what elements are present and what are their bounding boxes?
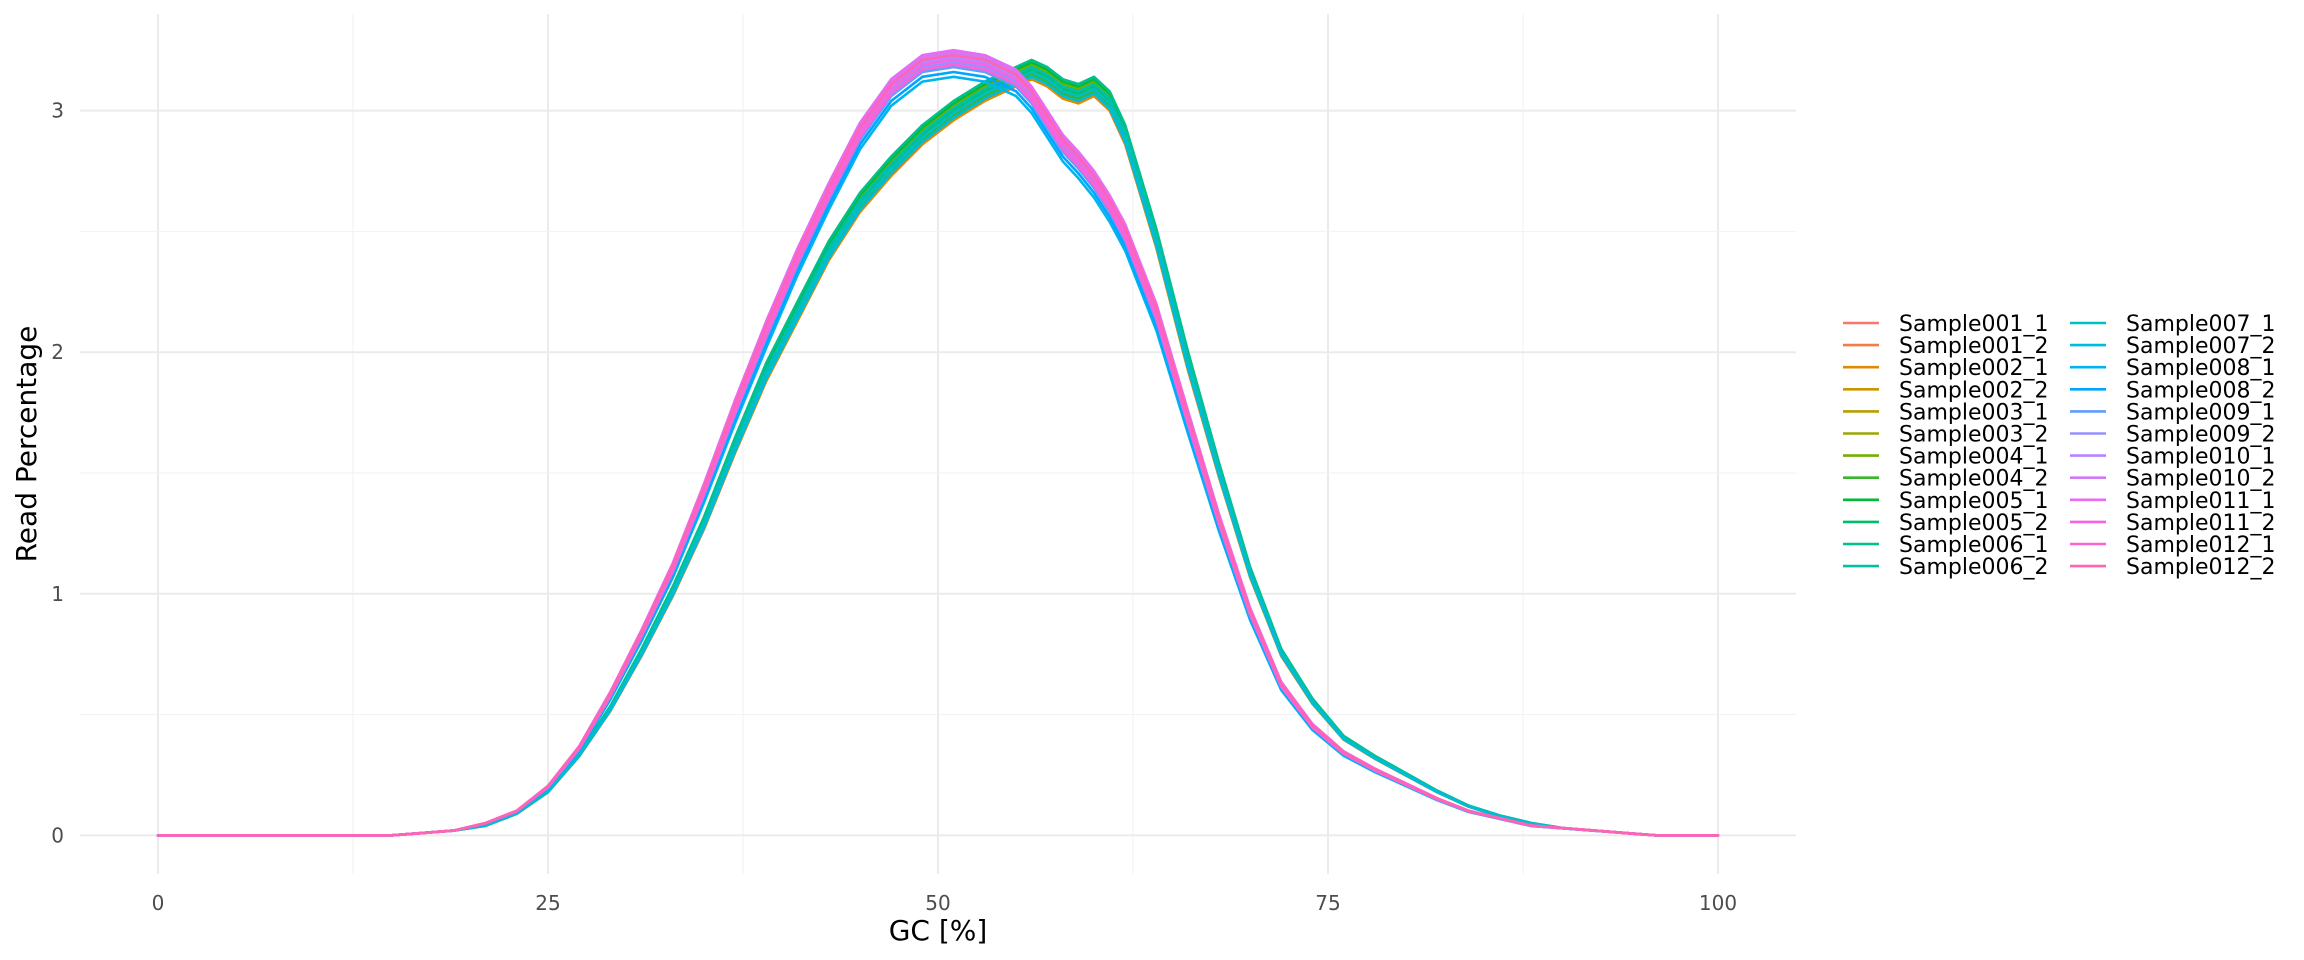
- legend-label: Sample007_2: [2126, 334, 2275, 359]
- legend-label: Sample010_1: [2126, 445, 2275, 470]
- series-lines: [156, 48, 1720, 837]
- series-line-sample007-2: [156, 75, 1720, 837]
- legend-label: Sample008_2: [2126, 378, 2275, 403]
- legend-label: Sample006_2: [1899, 555, 2048, 580]
- legend-label: Sample005_2: [1899, 511, 2048, 536]
- legend-label: Sample004_1: [1899, 445, 2048, 470]
- legend-label: Sample008_1: [2126, 356, 2275, 381]
- y-tick-label: 2: [51, 340, 64, 364]
- legend-label: Sample001_2: [1899, 334, 2048, 359]
- legend-label: Sample012_1: [2126, 533, 2275, 558]
- legend-label: Sample002_1: [1899, 356, 2048, 381]
- legend-label: Sample012_2: [2126, 555, 2275, 580]
- legend-label: Sample007_1: [2126, 312, 2275, 337]
- x-tick-label: 100: [1699, 891, 1737, 915]
- x-tick-label: 25: [535, 891, 560, 915]
- y-tick-label: 0: [51, 823, 64, 847]
- x-tick-label: 0: [152, 891, 165, 915]
- legend-label: Sample009_2: [2126, 423, 2275, 448]
- x-tick-label: 50: [925, 891, 950, 915]
- legend-label: Sample005_1: [1899, 489, 2048, 514]
- legend: Sample001_1Sample001_2Sample002_1Sample0…: [1843, 312, 2275, 580]
- x-tick-label: 75: [1315, 891, 1340, 915]
- y-axis-title: Read Percentage: [10, 326, 43, 563]
- legend-label: Sample001_1: [1899, 312, 2048, 337]
- series-line-sample012-2: [156, 53, 1720, 837]
- legend-label: Sample011_2: [2126, 511, 2275, 536]
- legend-label: Sample004_2: [1899, 467, 2048, 492]
- legend-label: Sample009_1: [2126, 400, 2275, 425]
- legend-label: Sample003_2: [1899, 423, 2048, 448]
- x-axis-title: GC [%]: [889, 914, 988, 947]
- y-tick-label: 1: [51, 582, 64, 606]
- legend-label: Sample006_1: [1899, 533, 2048, 558]
- legend-label: Sample011_1: [2126, 489, 2275, 514]
- legend-label: Sample002_2: [1899, 378, 2048, 403]
- legend-label: Sample003_1: [1899, 400, 2048, 425]
- legend-label: Sample010_2: [2126, 467, 2275, 492]
- gridlines: [80, 14, 1796, 874]
- y-tick-label: 3: [51, 99, 64, 123]
- axis-tick-labels: 0 25 50 75 100 0 1 2 3: [51, 99, 1737, 915]
